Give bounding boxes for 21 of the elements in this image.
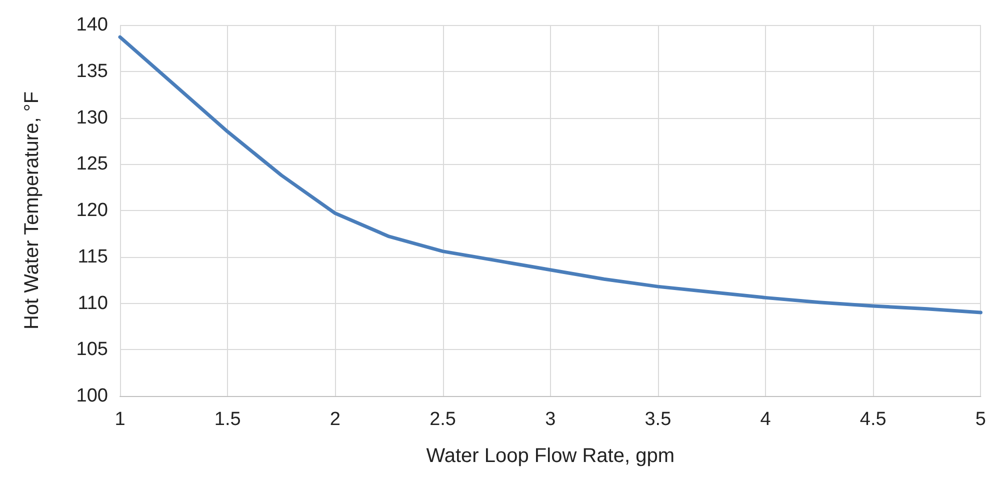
y-tick-label: 110: [78, 292, 108, 314]
x-tick-label: 3: [545, 409, 556, 430]
y-tick-label: 135: [76, 60, 108, 82]
y-tick-label: 125: [76, 154, 108, 175]
x-tick-label: 1: [114, 409, 126, 430]
x-tick-label: 3.5: [644, 409, 672, 430]
y-tick-label: 140: [76, 14, 108, 36]
x-tick-label: 2.5: [430, 409, 456, 430]
y-axis-title: Hot Water Temperature, °F: [21, 91, 43, 330]
y-tick-label: 120: [76, 200, 108, 221]
x-tick-label: 1.5: [214, 409, 241, 430]
y-tick-label: 105: [76, 339, 108, 360]
x-tick-label: 2: [330, 409, 340, 430]
x-tick-label: 4.5: [860, 409, 886, 430]
line-series: [118, 35, 982, 314]
x-axis-title: Water Loop Flow Rate, gpm: [426, 445, 674, 467]
y-tick-label: 115: [78, 246, 108, 268]
x-tick-label: 5: [975, 409, 986, 430]
y-tick-label: 130: [76, 107, 108, 128]
x-tick-label: 4: [760, 409, 772, 430]
y-tick-label: 100: [76, 386, 108, 406]
